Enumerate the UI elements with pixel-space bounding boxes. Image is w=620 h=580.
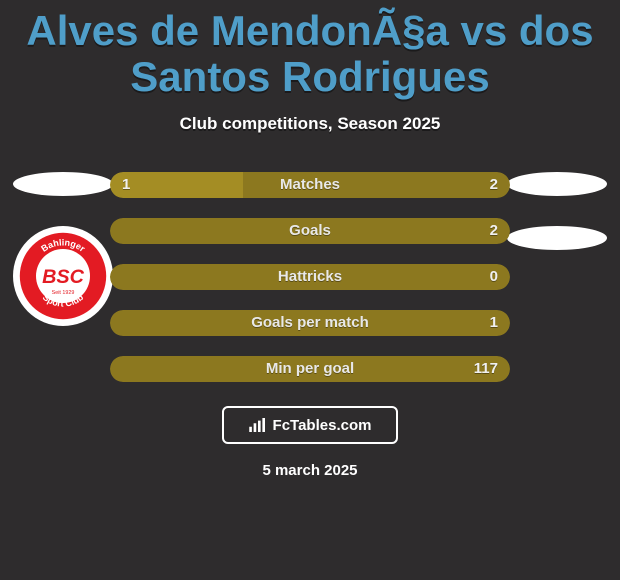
brand-text: FcTables.com [273,417,372,434]
stat-row: Goals2 [110,218,510,244]
stats-bars: Matches12 Goals2 Hattricks0 Goals per match… [110,172,510,382]
club-right-placeholder [507,226,607,250]
date-text: 5 march 2025 [0,462,620,479]
player-right-placeholder [507,172,607,196]
bar-left [110,172,243,198]
left-side-column: Bahlinger Sport Club BSC Seit 1929 [8,172,118,326]
svg-text:Seit 1929: Seit 1929 [52,290,75,296]
stat-row: Hattricks0 [110,264,510,290]
page-title: Alves de MendonÃ§a vs dos Santos Rodrigu… [0,0,620,100]
club-badge-left: Bahlinger Sport Club BSC Seit 1929 [13,226,113,326]
stat-row: Min per goal117 [110,356,510,382]
player-left-placeholder [13,172,113,196]
subtitle: Club competitions, Season 2025 [0,114,620,134]
chart-icon [249,418,267,432]
comparison-content: Bahlinger Sport Club BSC Seit 1929 Match… [0,172,620,382]
right-side-column [502,172,612,250]
club-badge-icon: Bahlinger Sport Club BSC Seit 1929 [18,231,108,321]
stat-row: Matches12 [110,172,510,198]
bar-right [110,356,510,382]
bar-right [110,264,510,290]
bar-right [110,218,510,244]
brand-badge: FcTables.com [222,406,398,444]
bar-right [243,172,510,198]
svg-text:BSC: BSC [42,267,84,289]
stat-row: Goals per match1 [110,310,510,336]
bar-right [110,310,510,336]
